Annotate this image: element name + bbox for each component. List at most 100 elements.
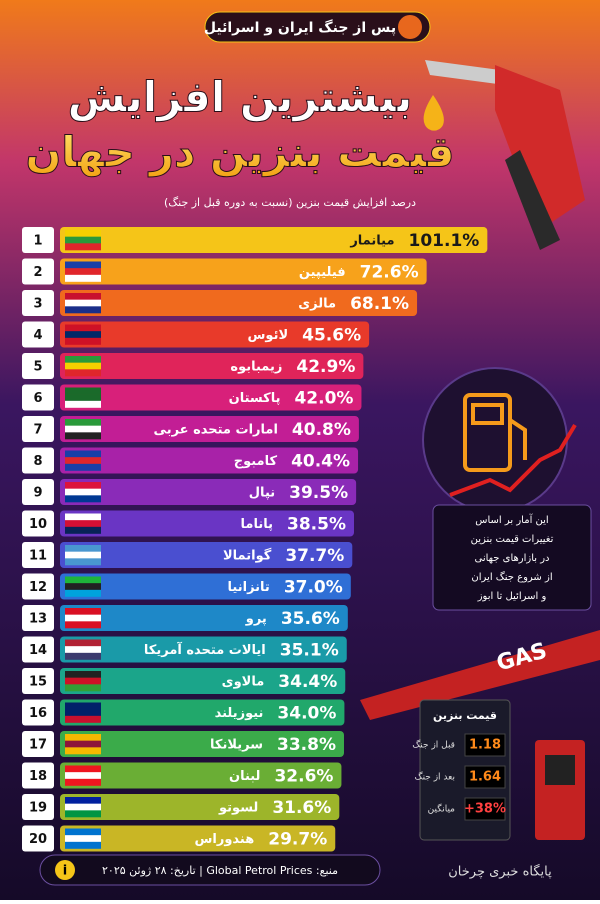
country-name: سریلانکا — [210, 738, 263, 753]
country-name: پاناما — [241, 517, 273, 532]
country-name: ایالات متحده آمریکا — [144, 641, 266, 658]
title-line2: قیمت بنزین در جهان — [25, 128, 454, 178]
rank: 3 — [33, 297, 42, 312]
rank-box — [22, 542, 54, 568]
flag-stripe — [65, 608, 101, 615]
rank-box — [22, 321, 54, 348]
flag-stripe — [65, 828, 101, 836]
flag-stripe — [65, 583, 101, 591]
country-name: زیمبابوه — [230, 360, 282, 375]
flag-stripe — [65, 684, 101, 692]
bar — [60, 605, 348, 631]
rank-box — [22, 573, 54, 600]
board: قبل از جنگ 1.18 بعد از جنگ 1.64 میانگین +38% — [412, 733, 506, 821]
value-label: 39.5% — [289, 483, 348, 503]
flag-stripe — [65, 589, 101, 597]
flag-stripe — [65, 261, 101, 269]
rank: 9 — [33, 486, 42, 501]
flag-stripe — [65, 400, 101, 408]
rank-box — [22, 731, 54, 757]
bar — [60, 794, 340, 820]
flag-stripe — [65, 709, 101, 717]
flag-stripe — [65, 835, 101, 843]
country-name: لائوس — [247, 328, 288, 343]
bar — [60, 510, 355, 537]
board-display — [464, 733, 506, 757]
note-line: از شروع جنگ ایران — [471, 571, 552, 583]
note: این آمار بر اساس تغییرات قیمت بنزین در باز… — [471, 513, 554, 602]
flag-stripe — [65, 495, 101, 503]
value-label: 38.5% — [287, 515, 346, 535]
flag-stripe — [65, 778, 101, 786]
flag-stripe — [65, 356, 101, 363]
board-display — [464, 797, 506, 821]
value-label: 35.1% — [280, 641, 339, 661]
flag-stripe — [65, 482, 101, 489]
bar — [60, 731, 344, 757]
note-line: و اسرائیل تا ابوز — [477, 591, 547, 602]
flag-stripe — [65, 394, 101, 402]
rank: 10 — [29, 517, 47, 532]
flag-stripe — [65, 841, 101, 849]
country-name: گواتمالا — [223, 548, 272, 564]
bar — [60, 825, 336, 852]
board-value: 1.18 — [469, 738, 501, 753]
board-display — [464, 765, 506, 789]
bar — [60, 384, 362, 411]
trend-arrow — [449, 423, 577, 497]
bar — [60, 542, 353, 568]
rank: 8 — [33, 454, 42, 469]
country-name: فیلیپین — [299, 265, 346, 280]
flag-stripe — [65, 450, 101, 458]
rank: 7 — [33, 423, 42, 438]
flag-stripe — [65, 299, 101, 307]
country-name: پاکستان — [229, 391, 281, 406]
value-label: 37.0% — [284, 578, 343, 598]
flag-stripe — [65, 387, 101, 395]
flag-stripe — [65, 545, 101, 552]
rank-box — [22, 290, 54, 316]
flag-stripe — [65, 803, 101, 811]
value-label: 45.6% — [302, 326, 361, 346]
country-name: پرو — [245, 612, 267, 627]
subtitle: درصد افزایش قیمت بنزین (نسبت به دوره قبل… — [164, 196, 416, 209]
flag-stripe — [65, 740, 101, 748]
bars: 1 101.1% میانمار 2 72.6% فیلیپین 3 68.1% مالزی 4 4… — [22, 227, 488, 852]
rank-box — [22, 384, 54, 411]
drop-icon — [423, 95, 444, 131]
country-name: تانزانیا — [228, 580, 270, 595]
note-line: این آمار بر اساس — [475, 513, 548, 526]
flag-stripe — [65, 551, 101, 559]
country-name: نپال — [249, 486, 275, 501]
rank-box — [22, 447, 54, 474]
value-label: 29.7% — [268, 830, 327, 850]
value-label: 33.8% — [277, 735, 336, 755]
rank: 15 — [29, 675, 47, 690]
rank: 17 — [29, 738, 47, 753]
board-label: قبل از جنگ — [412, 739, 455, 751]
flag-stripe — [65, 369, 101, 377]
flag-stripe — [65, 243, 101, 251]
flag-stripe — [65, 324, 101, 332]
pump-badge — [422, 367, 568, 513]
source: منبع: Global Petrol Prices | تاریخ: ۲۸ ژ… — [102, 864, 338, 877]
bar — [60, 321, 370, 348]
flag-stripe — [65, 268, 101, 276]
flag-stripe — [65, 362, 101, 370]
flag-stripe — [65, 432, 101, 440]
rank: 6 — [33, 391, 42, 406]
flag-stripe — [65, 230, 101, 237]
value-label: 34.4% — [278, 672, 337, 692]
info-glyph: i — [63, 864, 67, 879]
rank-box — [22, 668, 54, 694]
rank-box — [22, 762, 54, 789]
title-line1: بیشترین افزایش — [68, 73, 413, 123]
rank-box — [22, 258, 54, 285]
board-label: بعد از جنگ — [415, 771, 455, 783]
rank: 1 — [33, 234, 42, 249]
flag-stripe — [65, 747, 101, 755]
bar — [60, 290, 418, 316]
country-name: نیوزیلند — [215, 706, 264, 721]
fuel-nozzle — [425, 60, 585, 250]
info-icon — [55, 860, 75, 880]
